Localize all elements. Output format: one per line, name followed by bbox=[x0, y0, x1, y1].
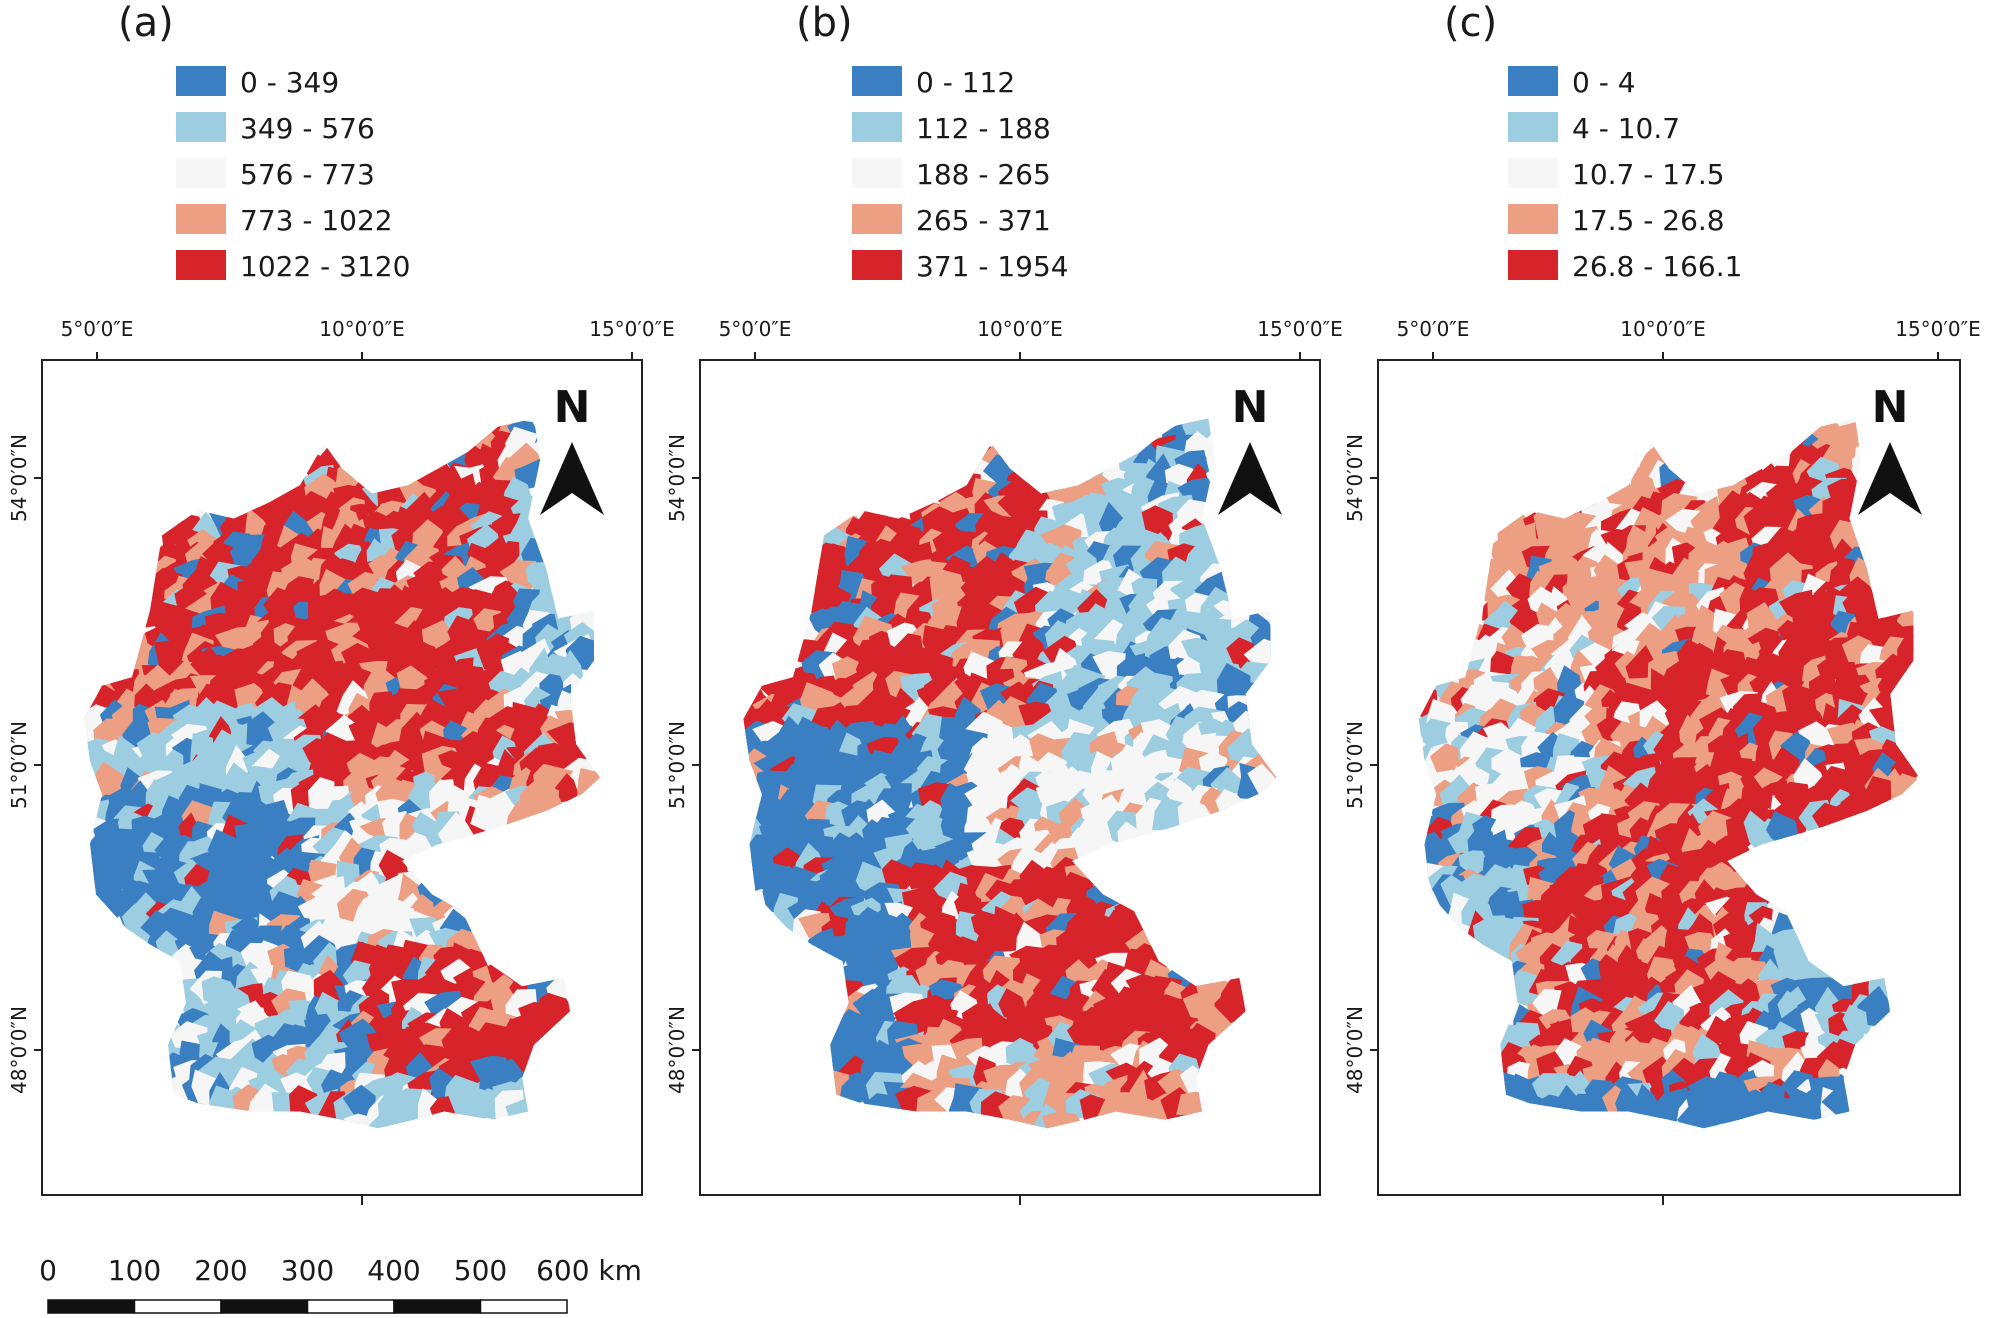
region-patch bbox=[1750, 922, 1779, 956]
scale-bar-segment bbox=[220, 1299, 309, 1314]
north-label: N bbox=[554, 382, 591, 433]
scale-bar-label: 400 bbox=[367, 1254, 420, 1287]
region-patch bbox=[553, 773, 579, 804]
north-label: N bbox=[1872, 382, 1909, 433]
latitude-tick-label: 51°0′0″N bbox=[7, 721, 31, 809]
latitude-tick-label: 48°0′0″N bbox=[7, 1006, 31, 1094]
scale-bar-label: 600 km bbox=[536, 1254, 642, 1287]
map-panel: (b) 0 - 112 112 - 188 188 - 265 265 - 371 371… bbox=[665, 0, 1343, 1205]
region-patch bbox=[342, 1084, 376, 1124]
legend-swatch bbox=[852, 112, 902, 142]
legend-label: 10.7 - 17.5 bbox=[1572, 158, 1725, 191]
north-arrow-icon bbox=[1218, 442, 1282, 515]
region-patch bbox=[1704, 1101, 1744, 1129]
latitude-tick-label: 54°0′0″N bbox=[1343, 434, 1367, 522]
longitude-tick-label: 15°0′0″E bbox=[1257, 317, 1343, 341]
scale-bar-label: 300 bbox=[281, 1254, 334, 1287]
region-patch bbox=[1842, 1004, 1868, 1039]
legend-label: 17.5 - 26.8 bbox=[1572, 204, 1725, 237]
latitude-tick-label: 48°0′0″N bbox=[665, 1006, 689, 1094]
legend-swatch bbox=[176, 158, 226, 188]
longitude-tick-label: 10°0′0″E bbox=[977, 317, 1063, 341]
north-label: N bbox=[1232, 382, 1269, 433]
legend-label: 0 - 4 bbox=[1572, 66, 1636, 99]
north-arrow-icon bbox=[540, 442, 604, 515]
legend-swatch bbox=[1508, 250, 1558, 280]
legend-swatch bbox=[852, 158, 902, 188]
latitude-tick-label: 51°0′0″N bbox=[665, 721, 689, 809]
legend-swatch bbox=[852, 66, 902, 96]
legend-label: 349 - 576 bbox=[240, 112, 375, 145]
scale-bar-label: 500 bbox=[454, 1254, 507, 1287]
legend-label: 4 - 10.7 bbox=[1572, 112, 1680, 145]
choropleth-map bbox=[84, 418, 600, 1129]
region-patch bbox=[1183, 431, 1217, 458]
region-patch bbox=[1458, 850, 1489, 877]
legend-swatch bbox=[176, 204, 226, 234]
legend-label: 0 - 112 bbox=[916, 66, 1015, 99]
panel-label: (a) bbox=[118, 0, 174, 46]
region-patch bbox=[406, 572, 444, 616]
longitude-tick-label: 5°0′0″E bbox=[61, 317, 134, 341]
legend-label: 1022 - 3120 bbox=[240, 250, 410, 283]
map-panel: (a) 0 - 349 349 - 576 576 - 773 773 - 1022 10… bbox=[7, 0, 675, 1205]
legend-label: 26.8 - 166.1 bbox=[1572, 250, 1742, 283]
scale-bar: 0 100 200 300 400 500 600 km bbox=[39, 1254, 642, 1314]
scale-bar-segment bbox=[133, 1299, 222, 1314]
legend-swatch bbox=[176, 250, 226, 280]
longitude-tick-label: 5°0′0″E bbox=[719, 317, 792, 341]
legend-label: 576 - 773 bbox=[240, 158, 375, 191]
legend-swatch bbox=[1508, 204, 1558, 234]
scale-bar-segment bbox=[393, 1299, 482, 1314]
scale-bar-label: 100 bbox=[108, 1254, 161, 1287]
latitude-tick-label: 48°0′0″N bbox=[1343, 1006, 1367, 1094]
legend-swatch bbox=[176, 66, 226, 96]
scale-bar-segment bbox=[479, 1299, 568, 1314]
choropleth-map bbox=[743, 418, 1277, 1129]
scale-bar-label: 200 bbox=[194, 1254, 247, 1287]
scale-bar-segment bbox=[47, 1299, 136, 1314]
north-arrow-icon bbox=[1858, 442, 1922, 515]
longitude-tick-label: 5°0′0″E bbox=[1397, 317, 1470, 341]
legend-swatch bbox=[1508, 158, 1558, 188]
map-panel: (c) 0 - 4 4 - 10.7 10.7 - 17.5 17.5 - 26.8 26… bbox=[1343, 0, 1981, 1205]
legend-swatch bbox=[176, 112, 226, 142]
region-patch bbox=[1865, 776, 1892, 810]
longitude-tick-label: 10°0′0″E bbox=[1620, 317, 1706, 341]
legend-label: 0 - 349 bbox=[240, 66, 339, 99]
region-patch bbox=[512, 588, 540, 626]
legend-swatch bbox=[852, 250, 902, 280]
region-patch bbox=[882, 783, 912, 814]
legend-swatch bbox=[1508, 66, 1558, 96]
longitude-tick-label: 10°0′0″E bbox=[319, 317, 405, 341]
region-patch bbox=[1734, 959, 1770, 986]
legend-swatch bbox=[852, 204, 902, 234]
region-patch bbox=[1047, 585, 1086, 618]
scale-bar-label: 0 bbox=[39, 1254, 57, 1287]
legend-label: 188 - 265 bbox=[916, 158, 1051, 191]
legend-label: 773 - 1022 bbox=[240, 204, 393, 237]
longitude-tick-label: 15°0′0″E bbox=[1895, 317, 1981, 341]
legend-label: 265 - 371 bbox=[916, 204, 1051, 237]
region-patch bbox=[343, 1113, 378, 1129]
scale-bar-segment bbox=[306, 1299, 395, 1314]
panel-label: (b) bbox=[796, 0, 853, 46]
longitude-tick-label: 15°0′0″E bbox=[589, 317, 675, 341]
region-patch bbox=[852, 988, 889, 1026]
latitude-tick-label: 54°0′0″N bbox=[665, 434, 689, 522]
legend-label: 371 - 1954 bbox=[916, 250, 1069, 283]
region-patch bbox=[1615, 1080, 1643, 1119]
legend-swatch bbox=[1508, 112, 1558, 142]
region-patch bbox=[1705, 668, 1731, 700]
panel-label: (c) bbox=[1444, 0, 1497, 46]
latitude-tick-label: 51°0′0″N bbox=[1343, 721, 1367, 809]
latitude-tick-label: 54°0′0″N bbox=[7, 434, 31, 522]
legend-label: 112 - 188 bbox=[916, 112, 1051, 145]
